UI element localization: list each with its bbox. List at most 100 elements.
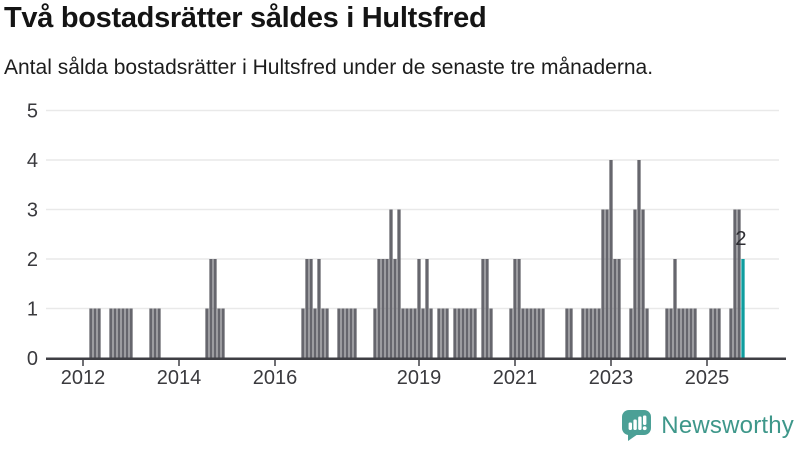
bar-month (205, 308, 209, 359)
bar-month (325, 308, 329, 359)
bar-month (537, 308, 541, 359)
x-tick-label: 2021 (493, 367, 538, 389)
bar-month (521, 308, 525, 359)
bar-month (461, 308, 465, 359)
bar-month (733, 209, 737, 359)
bar-month (685, 308, 689, 359)
bar-month (589, 308, 593, 359)
bar-month (581, 308, 585, 359)
bar-month (713, 308, 717, 359)
bar-month (405, 308, 409, 359)
bar-month (113, 308, 117, 359)
y-tick-label: 2 (27, 249, 38, 271)
bar-month (517, 259, 521, 359)
bar-month (121, 308, 125, 359)
bar-month (221, 308, 225, 359)
bar-month (605, 209, 609, 359)
bar-month (525, 308, 529, 359)
bar-month (109, 308, 113, 359)
bar-month (469, 308, 473, 359)
bar-month (425, 259, 429, 359)
bar-month (597, 308, 601, 359)
bar-month (445, 308, 449, 359)
y-tick-label: 0 (27, 348, 38, 370)
bar-month (709, 308, 713, 359)
bar-month (97, 308, 101, 359)
bar-month (673, 259, 677, 359)
bar-month (305, 259, 309, 359)
bar-month (601, 209, 605, 359)
bar-month (345, 308, 349, 359)
x-tick-label: 2016 (253, 367, 298, 389)
bar-month (381, 259, 385, 359)
x-tick-label: 2012 (61, 367, 106, 389)
bar-month (337, 308, 341, 359)
bar-month (349, 308, 353, 359)
newsworthy-wordmark: Newsworthy (661, 412, 794, 439)
bar-month (457, 308, 461, 359)
bar-month (149, 308, 153, 359)
chart-subtitle: Antal sålda bostadsrätter i Hultsfred un… (4, 56, 654, 79)
y-tick-label: 1 (27, 299, 38, 321)
page-title: Två bostadsrätter såldes i Hultsfred (4, 2, 487, 34)
bar-month (129, 308, 133, 359)
bar-month (125, 308, 129, 359)
bar-month (341, 308, 345, 359)
x-tick-label: 2025 (685, 367, 730, 389)
bar-month (645, 308, 649, 359)
bar-month (569, 308, 573, 359)
bar-month (669, 308, 673, 359)
y-tick-label: 5 (27, 101, 38, 123)
y-tick-label: 3 (27, 200, 38, 222)
bar-month (309, 259, 313, 359)
bar-month (737, 209, 741, 359)
bar-month (693, 308, 697, 359)
bar-month (529, 308, 533, 359)
bar-month (213, 259, 217, 359)
bar-month (641, 209, 645, 359)
bar-month (409, 308, 413, 359)
bar-month (93, 308, 97, 359)
bar-month (729, 308, 733, 359)
bar-month (453, 308, 457, 359)
bar-month (609, 160, 613, 359)
bar-month (533, 308, 537, 359)
bar-month (677, 308, 681, 359)
bar-month (413, 308, 417, 359)
y-tick-label: 4 (27, 150, 38, 172)
bar-month (389, 209, 393, 359)
bar-month (437, 308, 441, 359)
bar-month (217, 308, 221, 359)
bar-month (541, 308, 545, 359)
x-tick-label: 2023 (589, 367, 634, 389)
bar-month (209, 259, 213, 359)
bar-month (89, 308, 93, 359)
bar-month (513, 259, 517, 359)
bar-month (681, 308, 685, 359)
bar-month (313, 308, 317, 359)
bar-month (465, 308, 469, 359)
latest-value-label: 2 (735, 228, 746, 250)
bar-month (385, 259, 389, 359)
bar-month (301, 308, 305, 359)
bar-month (485, 259, 489, 359)
bar-month (617, 259, 621, 359)
bar-month (393, 259, 397, 359)
bar-month (157, 308, 161, 359)
bar-month (397, 209, 401, 359)
newsworthy-bubble-icon (622, 410, 652, 441)
bar-month (401, 308, 405, 359)
bar-month (629, 308, 633, 359)
bar-month (473, 308, 477, 359)
bar-month (689, 308, 693, 359)
bar-month (481, 259, 485, 359)
bar-month (377, 259, 381, 359)
bar-month (321, 308, 325, 359)
bar-month (353, 308, 357, 359)
bar-month (509, 308, 513, 359)
bar-month (665, 308, 669, 359)
x-tick-label: 2019 (397, 367, 442, 389)
bar-month (565, 308, 569, 359)
bar-month (441, 308, 445, 359)
